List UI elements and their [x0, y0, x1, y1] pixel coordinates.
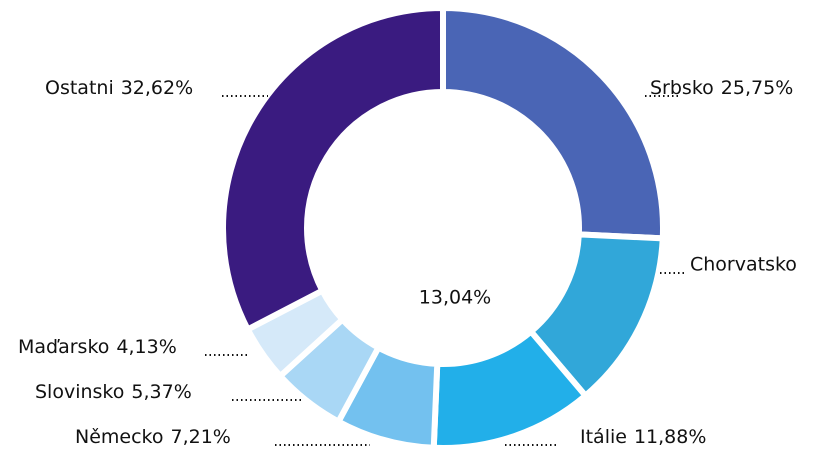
- slice-label: Itálie 11,88%: [580, 426, 706, 448]
- category-label: Ostatni: [45, 77, 114, 99]
- value-label: 13,04%: [419, 287, 491, 309]
- donut-segment: [220, 4, 446, 334]
- category-label: Slovinsko: [35, 381, 124, 403]
- slice-label: Maďarsko 4,13%: [18, 336, 177, 358]
- category-label: Itálie: [580, 426, 627, 448]
- value-label: 4,13%: [116, 336, 176, 358]
- slice-label: Ostatni 32,62%: [45, 77, 193, 99]
- category-label: Srbsko: [650, 77, 714, 99]
- value-label: 7,21%: [171, 426, 231, 448]
- slice-label: Srbsko 25,75%: [650, 77, 793, 99]
- value-label: 25,75%: [721, 77, 793, 99]
- slice-label: Německo 7,21%: [75, 426, 231, 448]
- category-label: Maďarsko: [18, 336, 109, 358]
- value-label: 11,88%: [634, 426, 706, 448]
- value-label: 32,62%: [121, 77, 193, 99]
- category-label: Německo: [75, 426, 164, 448]
- value-label: 5,37%: [131, 381, 191, 403]
- donut-segment: [440, 4, 666, 242]
- category-label: Chorvatsko: [690, 254, 797, 276]
- slice-label: Slovinsko 5,37%: [35, 381, 192, 403]
